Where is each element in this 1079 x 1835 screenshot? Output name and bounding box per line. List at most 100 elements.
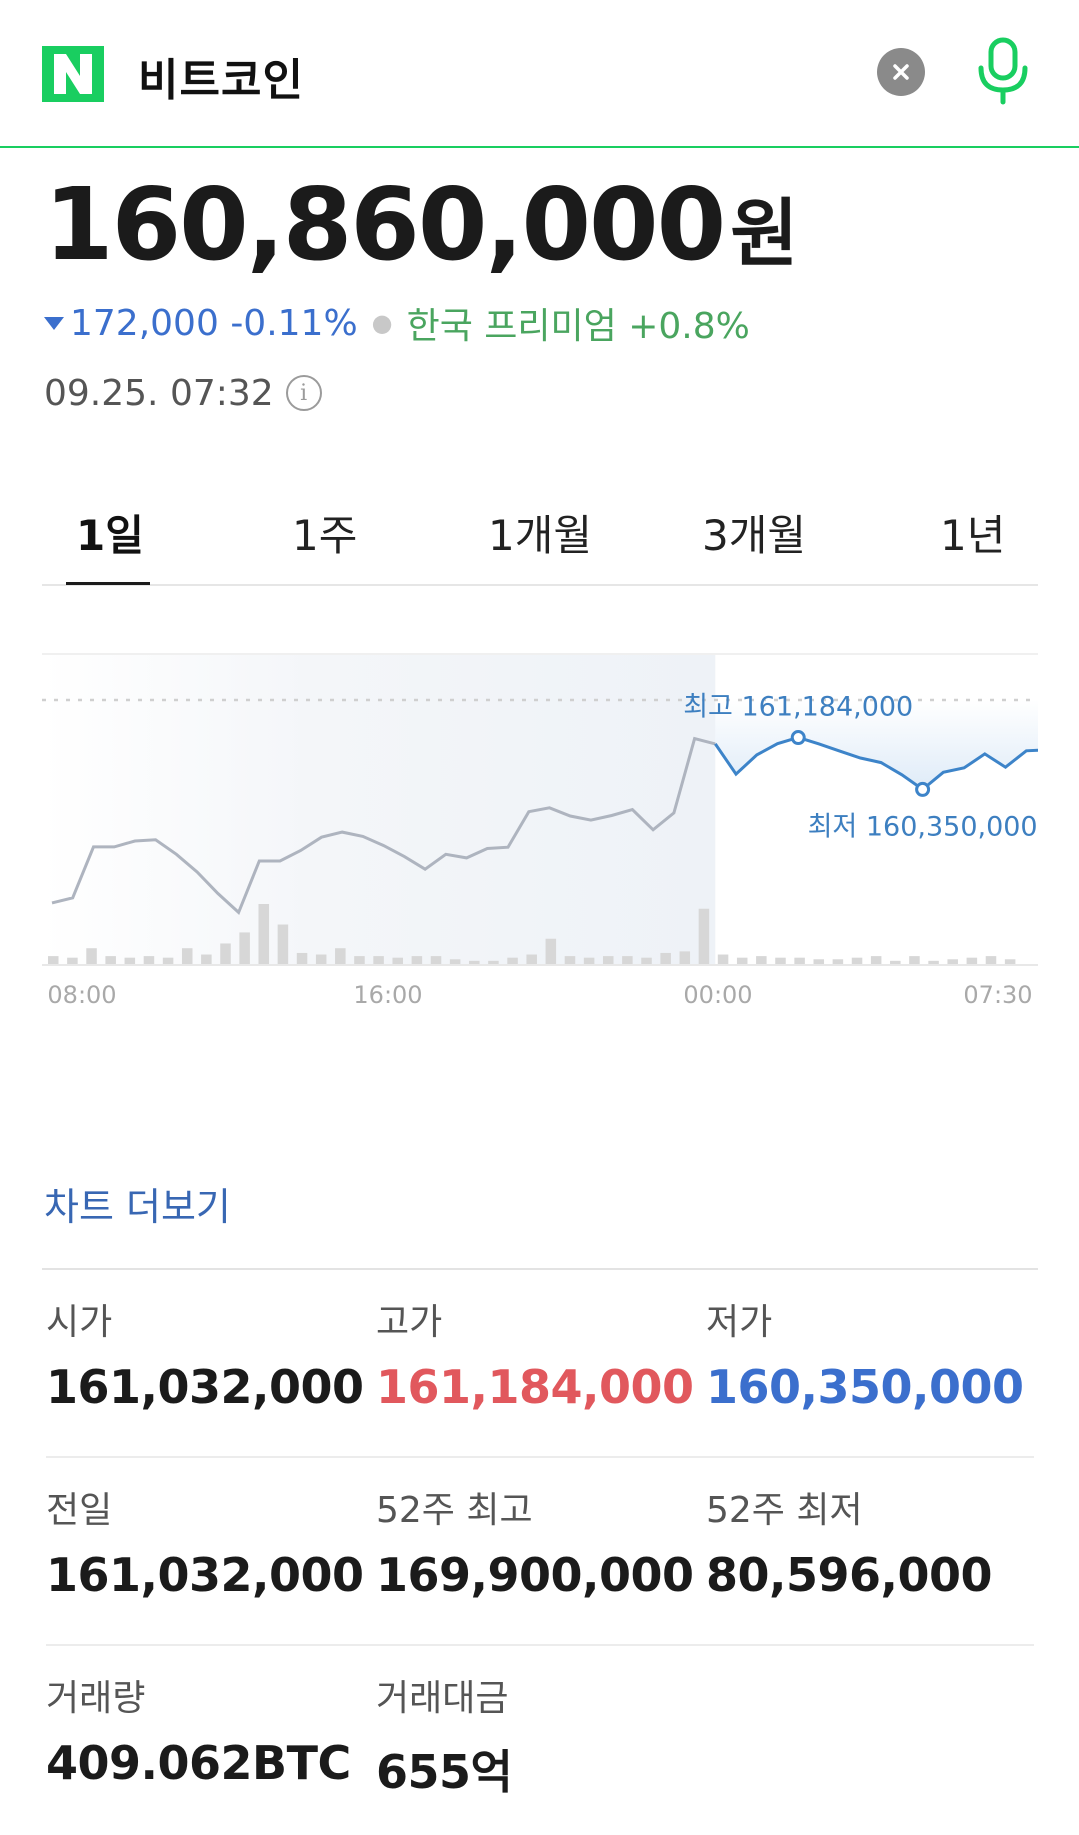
stat-value: 160,350,000 <box>706 1360 1024 1414</box>
volume-bar <box>851 957 863 964</box>
volume-bar <box>201 954 212 964</box>
volume-bar <box>641 957 652 964</box>
stat-open: 시가 161,032,000 <box>46 1298 364 1414</box>
volume-bar <box>602 956 614 964</box>
volume-bar <box>909 956 920 964</box>
x-tick-label: 00:00 <box>683 981 752 1009</box>
volume-bar <box>507 957 518 964</box>
volume-bar <box>890 960 901 964</box>
divider <box>42 1268 1038 1270</box>
price-change: 172,000 -0.11% <box>70 302 358 344</box>
tab-1week[interactable]: 1주 <box>292 510 358 560</box>
tab-1day[interactable]: 1일 <box>76 510 144 560</box>
stat-value: 409.062BTC <box>46 1736 351 1790</box>
volume-bar <box>717 954 729 964</box>
low-marker <box>915 781 931 797</box>
price-change-row: 172,000 -0.11% ● 한국 프리미엄 +0.8% <box>44 300 750 347</box>
past-session-line <box>51 736 716 915</box>
stat-volume: 거래량 409.062BTC <box>46 1674 351 1790</box>
stat-value: 161,032,000 <box>46 1548 364 1602</box>
volume-bar <box>736 957 748 964</box>
volume-bar <box>813 959 825 964</box>
volume-bar <box>239 932 250 964</box>
tab-1year[interactable]: 1년 <box>940 510 1006 560</box>
volume-bar <box>411 956 423 964</box>
volume-bar <box>564 956 576 964</box>
volume-bar <box>354 956 365 964</box>
volume-bar <box>67 957 78 964</box>
naver-n-logo-icon[interactable] <box>42 46 104 102</box>
stat-value: 161,032,000 <box>46 1360 364 1414</box>
volume-bar <box>430 956 442 964</box>
stat-52w-low: 52주 최저 80,596,000 <box>706 1486 993 1602</box>
volume-bar <box>315 954 327 964</box>
volume-bar <box>622 956 633 964</box>
stat-value: 169,900,000 <box>376 1548 694 1602</box>
volume-bar <box>1004 959 1016 964</box>
volume-bar <box>832 959 844 964</box>
volume-bar <box>181 948 193 964</box>
volume-bar <box>526 954 537 964</box>
volume-bar <box>449 959 461 964</box>
volume-bar <box>220 943 231 964</box>
volume-bar <box>124 957 136 964</box>
volume-bar <box>966 957 978 964</box>
stat-value: 655억 <box>376 1745 513 1799</box>
volume-bar <box>488 960 499 964</box>
volume-bar <box>947 959 958 964</box>
timestamp: 09.25. 07:32 <box>44 372 274 414</box>
tab-1month[interactable]: 1개월 <box>488 510 593 560</box>
stat-label: 52주 최고 <box>376 1490 533 1531</box>
price-unit: 원 <box>730 191 799 277</box>
volume-bar <box>679 951 691 964</box>
info-icon[interactable]: i <box>285 375 322 411</box>
high-marker <box>790 730 806 746</box>
volume-bar <box>794 957 805 964</box>
search-header: 비트코인 <box>0 0 1079 148</box>
volume-bar <box>258 904 270 964</box>
volume-bar <box>775 957 786 964</box>
tab-3month[interactable]: 3개월 <box>702 510 807 560</box>
stat-low: 저가 160,350,000 <box>706 1298 1024 1414</box>
stat-label: 전일 <box>46 1490 113 1531</box>
volume-bar <box>373 956 384 964</box>
volume-bar <box>105 956 116 964</box>
chart-more-link[interactable]: 차트 더보기 <box>44 1185 231 1229</box>
volume-bar <box>545 938 557 964</box>
stat-label: 거래량 <box>46 1678 146 1719</box>
microphone-icon[interactable] <box>973 36 1033 108</box>
stat-label: 시가 <box>46 1302 113 1343</box>
stat-label: 저가 <box>706 1302 773 1343</box>
volume-bar <box>162 957 174 964</box>
volume-bar <box>335 948 346 964</box>
volume-bar <box>296 952 308 964</box>
price-chart[interactable]: 최고 161,184,000 최저 160,350,000 08:00 16:00 00… <box>42 640 1038 1120</box>
separator-dot: ● <box>371 309 393 337</box>
clear-search-button[interactable] <box>877 48 925 96</box>
volume-bar <box>143 956 155 964</box>
chart-past-background <box>42 654 716 964</box>
low-annotation: 최저 160,350,000 <box>808 811 1038 842</box>
volume-bar <box>928 960 939 964</box>
stat-turnover: 거래대금 655억 <box>376 1674 513 1802</box>
volume-bar <box>660 952 671 964</box>
stat-value: 80,596,000 <box>706 1548 993 1602</box>
volume-bar <box>392 957 403 964</box>
volume-bar <box>756 956 767 964</box>
divider <box>46 1456 1034 1458</box>
volume-bar <box>48 956 59 964</box>
volume-bar <box>277 924 289 964</box>
volume-bar <box>698 908 710 964</box>
price-value: 160,860,000 <box>44 166 726 283</box>
x-tick-label: 16:00 <box>353 981 422 1009</box>
volume-bar <box>870 956 882 964</box>
x-tick-label: 08:00 <box>47 981 116 1009</box>
down-arrow-icon <box>44 316 64 330</box>
x-tick-label: 07:30 <box>963 981 1032 1009</box>
volume-bar <box>469 960 480 964</box>
korea-premium: 한국 프리미엄 +0.8% <box>406 306 750 347</box>
current-session-area <box>715 700 1038 790</box>
search-query[interactable]: 비트코인 <box>138 55 304 106</box>
stat-value: 161,184,000 <box>376 1360 694 1414</box>
stat-high: 고가 161,184,000 <box>376 1298 694 1414</box>
